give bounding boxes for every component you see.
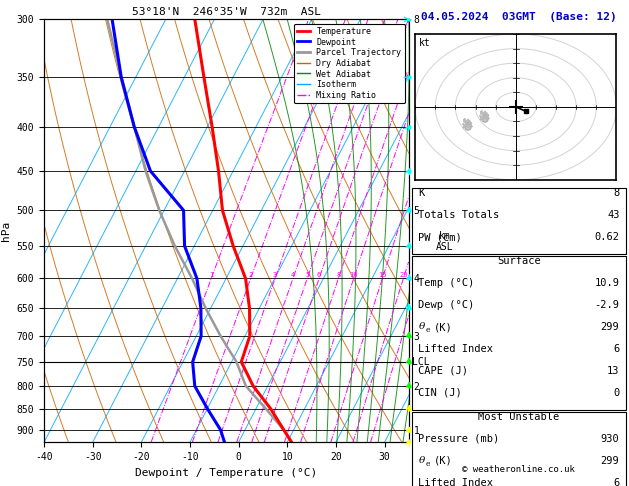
Text: e: e — [426, 326, 430, 334]
Text: 8: 8 — [337, 273, 340, 278]
Text: 13: 13 — [607, 366, 620, 376]
Text: (K): (K) — [433, 456, 452, 466]
Text: 6: 6 — [317, 273, 321, 278]
Text: 930: 930 — [601, 434, 620, 444]
Text: 8: 8 — [613, 188, 620, 198]
Text: 6: 6 — [613, 478, 620, 486]
Text: 10: 10 — [350, 273, 358, 278]
Text: 4: 4 — [291, 273, 295, 278]
Text: Most Unstable: Most Unstable — [478, 412, 560, 422]
Text: Pressure (mb): Pressure (mb) — [418, 434, 499, 444]
Text: 0: 0 — [613, 388, 620, 398]
Text: 1: 1 — [209, 273, 213, 278]
Bar — [412, 412, 626, 486]
Text: 20: 20 — [399, 273, 408, 278]
Text: Dewp (°C): Dewp (°C) — [418, 300, 475, 310]
Text: (K): (K) — [433, 322, 452, 332]
Text: CAPE (J): CAPE (J) — [418, 366, 469, 376]
Text: 0.62: 0.62 — [594, 232, 620, 242]
Text: kt: kt — [419, 38, 431, 49]
Text: Temp (°C): Temp (°C) — [418, 278, 475, 288]
Title: 53°18'N  246°35'W  732m  ASL: 53°18'N 246°35'W 732m ASL — [132, 7, 321, 17]
Text: 2: 2 — [248, 273, 253, 278]
Text: K: K — [418, 188, 425, 198]
Text: 10.9: 10.9 — [594, 278, 620, 288]
Y-axis label: km
ASL: km ASL — [436, 231, 454, 252]
Text: -2.9: -2.9 — [594, 300, 620, 310]
Text: Lifted Index: Lifted Index — [418, 344, 493, 354]
Text: LCL: LCL — [413, 357, 430, 367]
Text: 04.05.2024  03GMT  (Base: 12): 04.05.2024 03GMT (Base: 12) — [421, 12, 617, 22]
Text: e: e — [426, 460, 430, 468]
Text: θ: θ — [418, 456, 425, 465]
Text: 6: 6 — [613, 344, 620, 354]
Text: 15: 15 — [378, 273, 387, 278]
Text: Totals Totals: Totals Totals — [418, 210, 499, 220]
Text: © weatheronline.co.uk: © weatheronline.co.uk — [462, 465, 576, 474]
Text: CIN (J): CIN (J) — [418, 388, 462, 398]
Text: θ: θ — [418, 322, 425, 331]
Text: 299: 299 — [601, 456, 620, 466]
Text: Surface: Surface — [497, 256, 541, 266]
Text: 43: 43 — [607, 210, 620, 220]
Y-axis label: hPa: hPa — [1, 221, 11, 241]
Legend: Temperature, Dewpoint, Parcel Trajectory, Dry Adiabat, Wet Adiabat, Isotherm, Mi: Temperature, Dewpoint, Parcel Trajectory… — [294, 24, 404, 103]
Text: PW (cm): PW (cm) — [418, 232, 462, 242]
Text: 5: 5 — [305, 273, 309, 278]
Text: 299: 299 — [601, 322, 620, 332]
X-axis label: Dewpoint / Temperature (°C): Dewpoint / Temperature (°C) — [135, 468, 318, 478]
Bar — [412, 256, 626, 410]
Text: Lifted Index: Lifted Index — [418, 478, 493, 486]
Bar — [412, 188, 626, 254]
Text: 3: 3 — [273, 273, 277, 278]
